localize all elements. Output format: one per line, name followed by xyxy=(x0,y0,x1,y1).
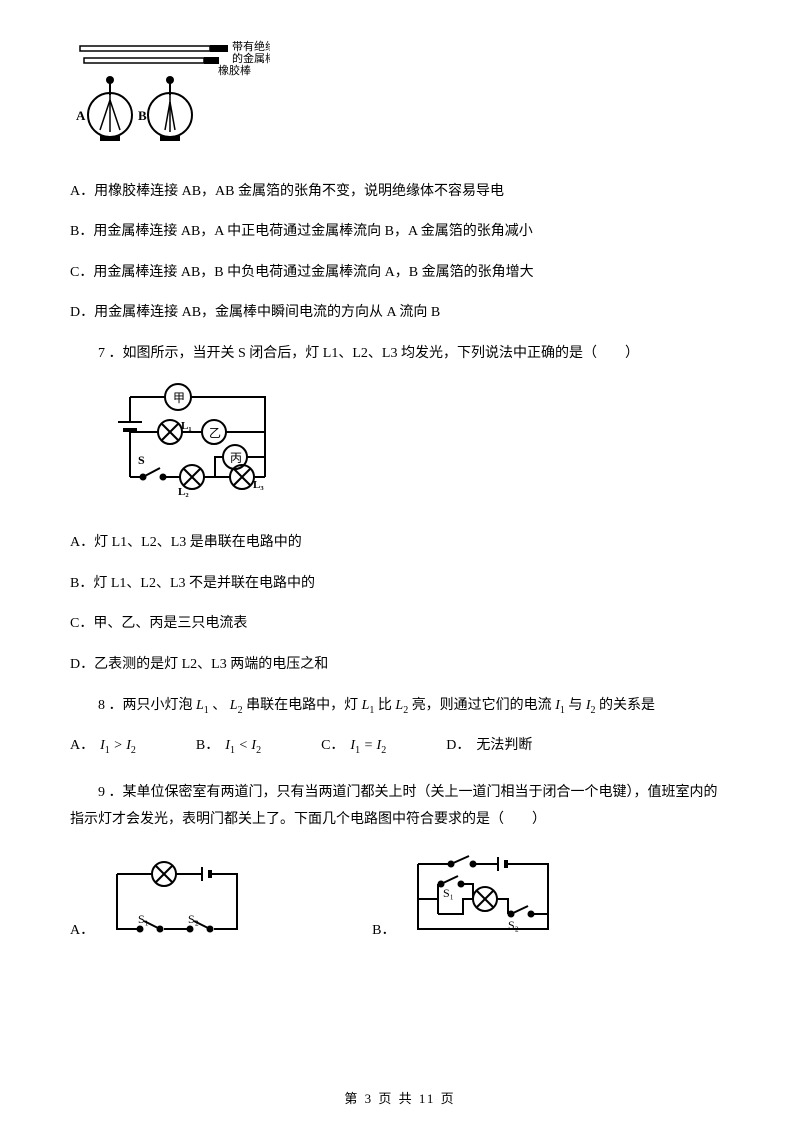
q8-L1b: L1 xyxy=(362,698,375,713)
q8-suf: 的关系是 xyxy=(599,698,655,713)
q9A-S1-label: S₁ xyxy=(138,912,149,926)
q8-L2b: L2 xyxy=(395,698,408,713)
q8-stem: 8 ．两只小灯泡 L1 、 L2 串联在电路中，灯 L1 比 L2 亮，则通过它… xyxy=(70,693,730,720)
q7-circuit-figure: 甲 乙 丙 S L₁ L₂ L₃ xyxy=(90,382,730,513)
q9-circuit-A: A． S xyxy=(70,859,252,944)
q9-circuits-row: A． S xyxy=(70,849,730,944)
q7-stem: 7 ．如图所示，当开关 S 闭合后，灯 L1、L2、L3 均发光，下列说法中正确… xyxy=(70,341,730,368)
q8-D-text: 无法判断 xyxy=(476,733,532,760)
q8-I1: I1 xyxy=(555,698,565,713)
q7-option-C: C．甲、乙、丙是三只电流表 xyxy=(70,611,730,638)
q9-A-label: A． xyxy=(70,918,94,945)
q8-D-label: D． xyxy=(446,733,470,760)
q7-option-A: A．灯 L1、L2、L3 是串联在电路中的 xyxy=(70,530,730,557)
q8-A-formula: I1 > I2 xyxy=(100,733,136,760)
q8-mid5: 与 xyxy=(568,698,582,713)
q8-opt-A: A． I1 > I2 xyxy=(70,733,136,760)
switch-S-label: S xyxy=(138,453,145,467)
q7-option-D: D．乙表测的是灯 L2、L3 两端的电压之和 xyxy=(70,652,730,679)
rubber-rod-label: 橡胶棒 xyxy=(218,63,251,77)
q7-option-B: B．灯 L1、L2、L3 不是并联在电路中的 xyxy=(70,571,730,598)
meter-yi-label: 乙 xyxy=(209,426,221,440)
page-footer: 第 3 页 共 11 页 xyxy=(0,1087,800,1112)
lamp-L1-label: L₁ xyxy=(181,420,192,432)
q8-C-formula: I1 = I2 xyxy=(350,733,386,760)
meter-jia-label: 甲 xyxy=(173,391,185,405)
q8-opt-C: C． I1 = I2 xyxy=(321,733,386,760)
q8-L1: L1 xyxy=(196,698,209,713)
q8-mid2: 串联在电路中，灯 xyxy=(246,698,358,713)
lamp-L2-label: L₂ xyxy=(178,486,189,498)
q8-L2: L2 xyxy=(230,698,243,713)
rod-label-2: 的金属棒 xyxy=(232,51,270,65)
q8-A-label: A． xyxy=(70,733,94,760)
q6-option-B: B．用金属棒连接 AB，A 中正电荷通过金属棒流向 B，A 金属箔的张角减小 xyxy=(70,219,730,246)
q9-circuit-B: B． xyxy=(372,849,563,944)
rod-label-1: 带有绝缘柄 xyxy=(232,40,270,53)
q6-option-D: D．用金属棒连接 AB，金属棒中瞬间电流的方向从 A 流向 B xyxy=(70,300,730,327)
q9B-S2-label: S₂ xyxy=(508,918,519,932)
q9B-S1-label: S₁ xyxy=(443,886,454,900)
q8-mid4: 亮，则通过它们的电流 xyxy=(412,698,552,713)
q6-option-C: C．用金属棒连接 AB，B 中负电荷通过金属棒流向 A，B 金属箔的张角增大 xyxy=(70,260,730,287)
q8-pre: 8 ．两只小灯泡 xyxy=(98,698,193,713)
q8-opt-B: B． I1 < I2 xyxy=(196,733,261,760)
q9-B-label: B． xyxy=(372,918,395,945)
q8-opt-D: D． 无法判断 xyxy=(446,733,532,760)
q8-B-label: B． xyxy=(196,733,219,760)
q9-stem: 9 ．某单位保密室有两道门，只有当两道门都关上时（关上一道门相当于闭合一个电键）… xyxy=(70,780,730,833)
q9A-S2-label: S₂ xyxy=(188,912,199,926)
electroscope-figure: 带有绝缘柄 的金属棒 橡胶棒 A B xyxy=(70,40,730,161)
meter-bing-label: 丙 xyxy=(230,451,242,465)
q8-B-formula: I1 < I2 xyxy=(225,733,261,760)
q8-I2: I2 xyxy=(586,698,596,713)
q8-sep1: 、 xyxy=(212,698,226,713)
q8-mid3: 比 xyxy=(378,698,392,713)
q8-options-row: A． I1 > I2 B． I1 < I2 C． I1 = I2 D． 无法判断 xyxy=(70,733,730,760)
lamp-L3-label: L₃ xyxy=(253,479,264,491)
q8-C-label: C． xyxy=(321,733,344,760)
electroscope-A-label: A xyxy=(76,108,86,123)
electroscope-B-label: B xyxy=(138,108,147,123)
q6-option-A: A．用橡胶棒连接 AB，AB 金属箔的张角不变，说明绝缘体不容易导电 xyxy=(70,179,730,206)
